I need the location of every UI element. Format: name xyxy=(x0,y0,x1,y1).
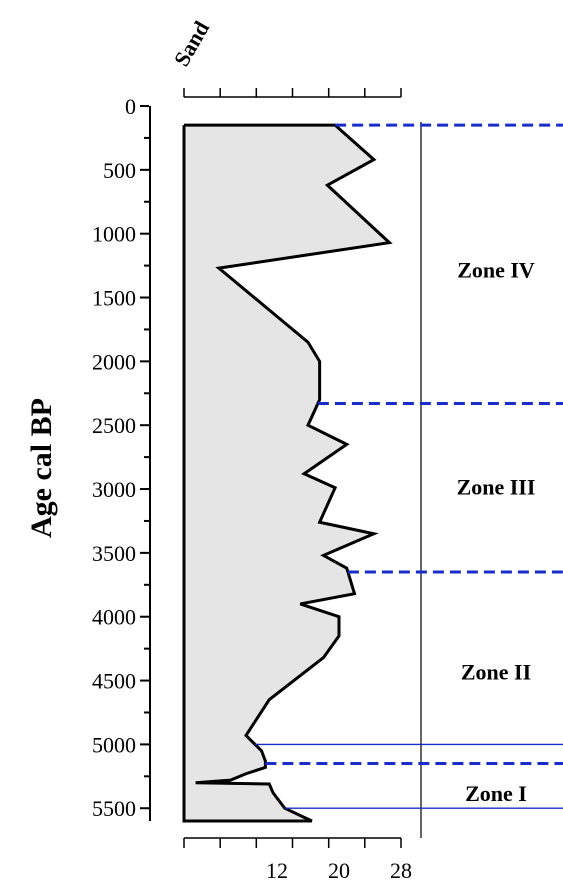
series-title: Sand xyxy=(169,17,215,71)
y-tick-label: 0 xyxy=(125,94,136,119)
zone-label: Zone I xyxy=(465,781,527,806)
y-axis-tick-labels: 0 500 1000 1500 2000 2500 3000 3500 4000 4500 5000… xyxy=(92,94,136,821)
y-tick-label: 5500 xyxy=(92,796,136,821)
x-tick-label: 12 xyxy=(266,858,288,883)
y-tick-label: 2500 xyxy=(92,413,136,438)
zone-label: Zone IV xyxy=(457,257,535,282)
y-tick-label: 4000 xyxy=(92,605,136,630)
y-tick-label: 5000 xyxy=(92,732,136,757)
sand-series-line xyxy=(182,123,393,823)
zone-label: Zone III xyxy=(457,474,536,499)
y-tick-label: 2000 xyxy=(92,349,136,374)
y-tick-label: 3500 xyxy=(92,541,136,566)
y-tick-label: 1500 xyxy=(92,286,136,311)
zone-label: Zone II xyxy=(461,660,531,685)
y-tick-label: 1000 xyxy=(92,222,136,247)
x-axis-tick-labels: 12 20 28 xyxy=(266,858,412,883)
y-tick-label: 4500 xyxy=(92,669,136,694)
x-tick-label: 20 xyxy=(328,858,350,883)
sand-area-fill xyxy=(184,125,390,821)
y-tick-label: 3000 xyxy=(92,477,136,502)
y-axis-title: Age cal BP xyxy=(25,398,58,538)
x-tick-label: 28 xyxy=(390,858,412,883)
y-tick-label: 500 xyxy=(103,158,136,183)
